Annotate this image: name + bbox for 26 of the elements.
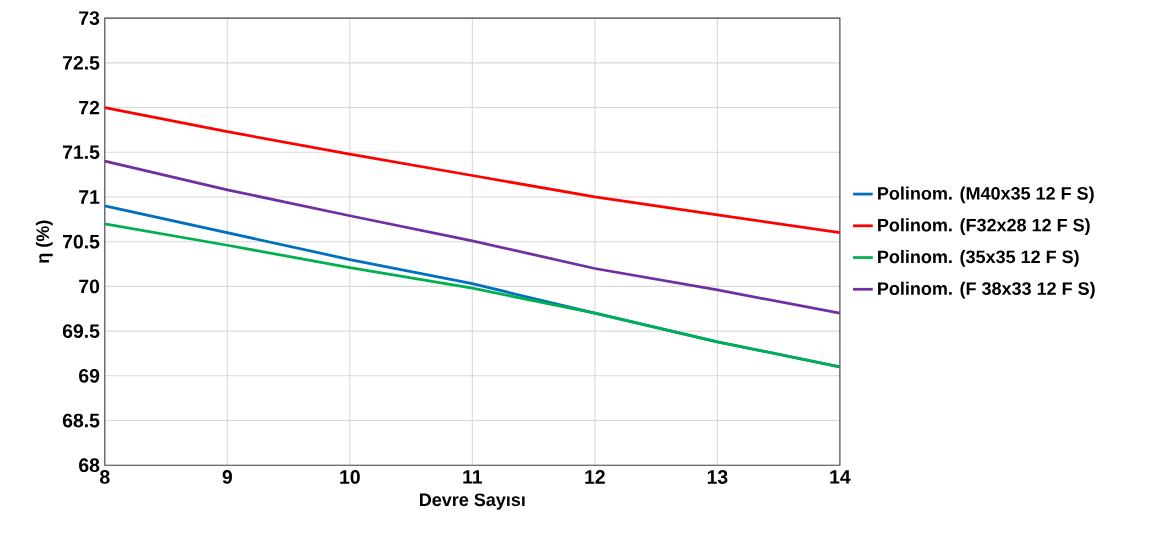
y-tick-label: 68 xyxy=(79,458,100,472)
y-tick-label: 69.5 xyxy=(62,324,100,338)
y-tick-label: 71 xyxy=(79,190,100,204)
y-tick-label: 72.5 xyxy=(63,55,100,70)
y-tick-label: 70 xyxy=(79,279,100,294)
legend-label: Polinom. (M40x35 12 F S) xyxy=(878,186,1094,204)
y-tick-label: 72 xyxy=(79,100,100,115)
y-axis-title: η (%) xyxy=(35,220,53,263)
y-tick-label: 73 xyxy=(79,11,100,25)
y-tick-label: 68.5 xyxy=(62,413,100,428)
legend-label: Polinom. (F32x28 12 F S) xyxy=(878,218,1090,235)
line-series xyxy=(104,159,840,315)
x-axis-title: Devre Sayısı xyxy=(419,493,525,510)
y-tick-label: 71.5 xyxy=(63,145,100,159)
legend-label: Polinom. (F 38x33 12 F S) xyxy=(878,281,1095,299)
y-tick-label: 70.5 xyxy=(63,234,100,249)
line-series xyxy=(104,105,840,234)
y-tick-label: 69 xyxy=(79,368,100,383)
x-tick-label: 8 xyxy=(100,469,110,484)
x-tick-label: 14 xyxy=(830,469,851,484)
legend-label: Polinom. (35x35 12 F S) xyxy=(878,249,1079,267)
x-tick-label: 12 xyxy=(585,469,605,484)
x-tick-label: 13 xyxy=(707,469,728,484)
x-tick-label: 11 xyxy=(463,469,483,484)
x-tick-label: 10 xyxy=(340,469,360,484)
x-tick-label: 9 xyxy=(222,469,232,484)
